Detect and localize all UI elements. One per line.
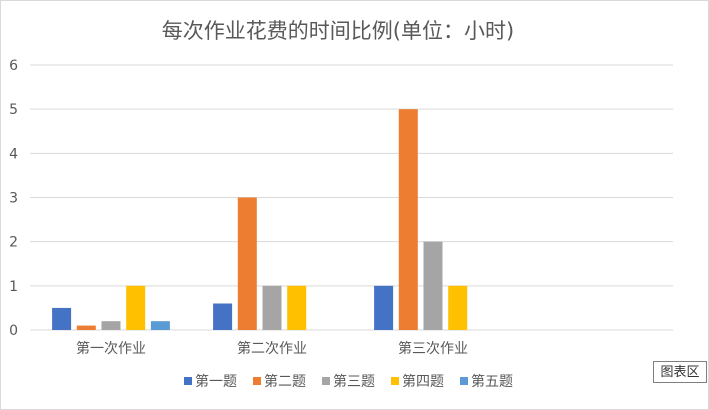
- x-axis-categories: 第一次作业 第二次作业 第三次作业: [76, 340, 468, 357]
- bar: [52, 307, 72, 330]
- bar: [126, 285, 146, 330]
- legend-label: 第四题: [402, 373, 444, 390]
- x-category-label: 第一次作业: [76, 340, 146, 357]
- legend-swatch: [184, 377, 192, 385]
- y-tick-label: 4: [9, 146, 18, 162]
- bar: [262, 285, 282, 330]
- bar: [448, 285, 468, 330]
- bar: [287, 285, 307, 330]
- legend-label: 第五题: [471, 373, 513, 390]
- bar: [423, 241, 443, 330]
- y-tick-label: 2: [9, 235, 18, 251]
- x-category-label: 第三次作业: [398, 340, 468, 357]
- legend-label: 第二题: [264, 373, 306, 390]
- y-tick-label: 5: [9, 102, 18, 118]
- bar: [150, 321, 170, 330]
- y-tick-label: 0: [9, 323, 18, 339]
- legend-label: 第一题: [195, 373, 237, 390]
- chart-area-tooltip: 图表区: [653, 361, 707, 383]
- chart-title: 每次作业花费的时间比例(单位：小时): [162, 19, 514, 43]
- bar: [213, 303, 233, 330]
- legend-swatch: [322, 377, 330, 385]
- y-tick-label: 6: [9, 58, 18, 74]
- legend-swatch: [391, 377, 399, 385]
- legend-swatch: [253, 377, 261, 385]
- bar: [76, 325, 96, 330]
- x-category-label: 第二次作业: [237, 340, 307, 357]
- legend-label: 第三题: [333, 373, 375, 390]
- bars: [52, 109, 468, 331]
- bar: [237, 197, 257, 330]
- bar: [101, 321, 121, 330]
- bar: [374, 285, 394, 330]
- y-tick-label: 3: [9, 191, 18, 207]
- legend-swatch: [460, 377, 468, 385]
- y-tick-label: 1: [9, 279, 18, 295]
- y-axis-ticks: 0 1 2 3 4 5 6: [9, 58, 18, 339]
- legend: 第一题 第二题 第三题 第四题 第五题: [184, 373, 513, 390]
- bar: [398, 109, 418, 331]
